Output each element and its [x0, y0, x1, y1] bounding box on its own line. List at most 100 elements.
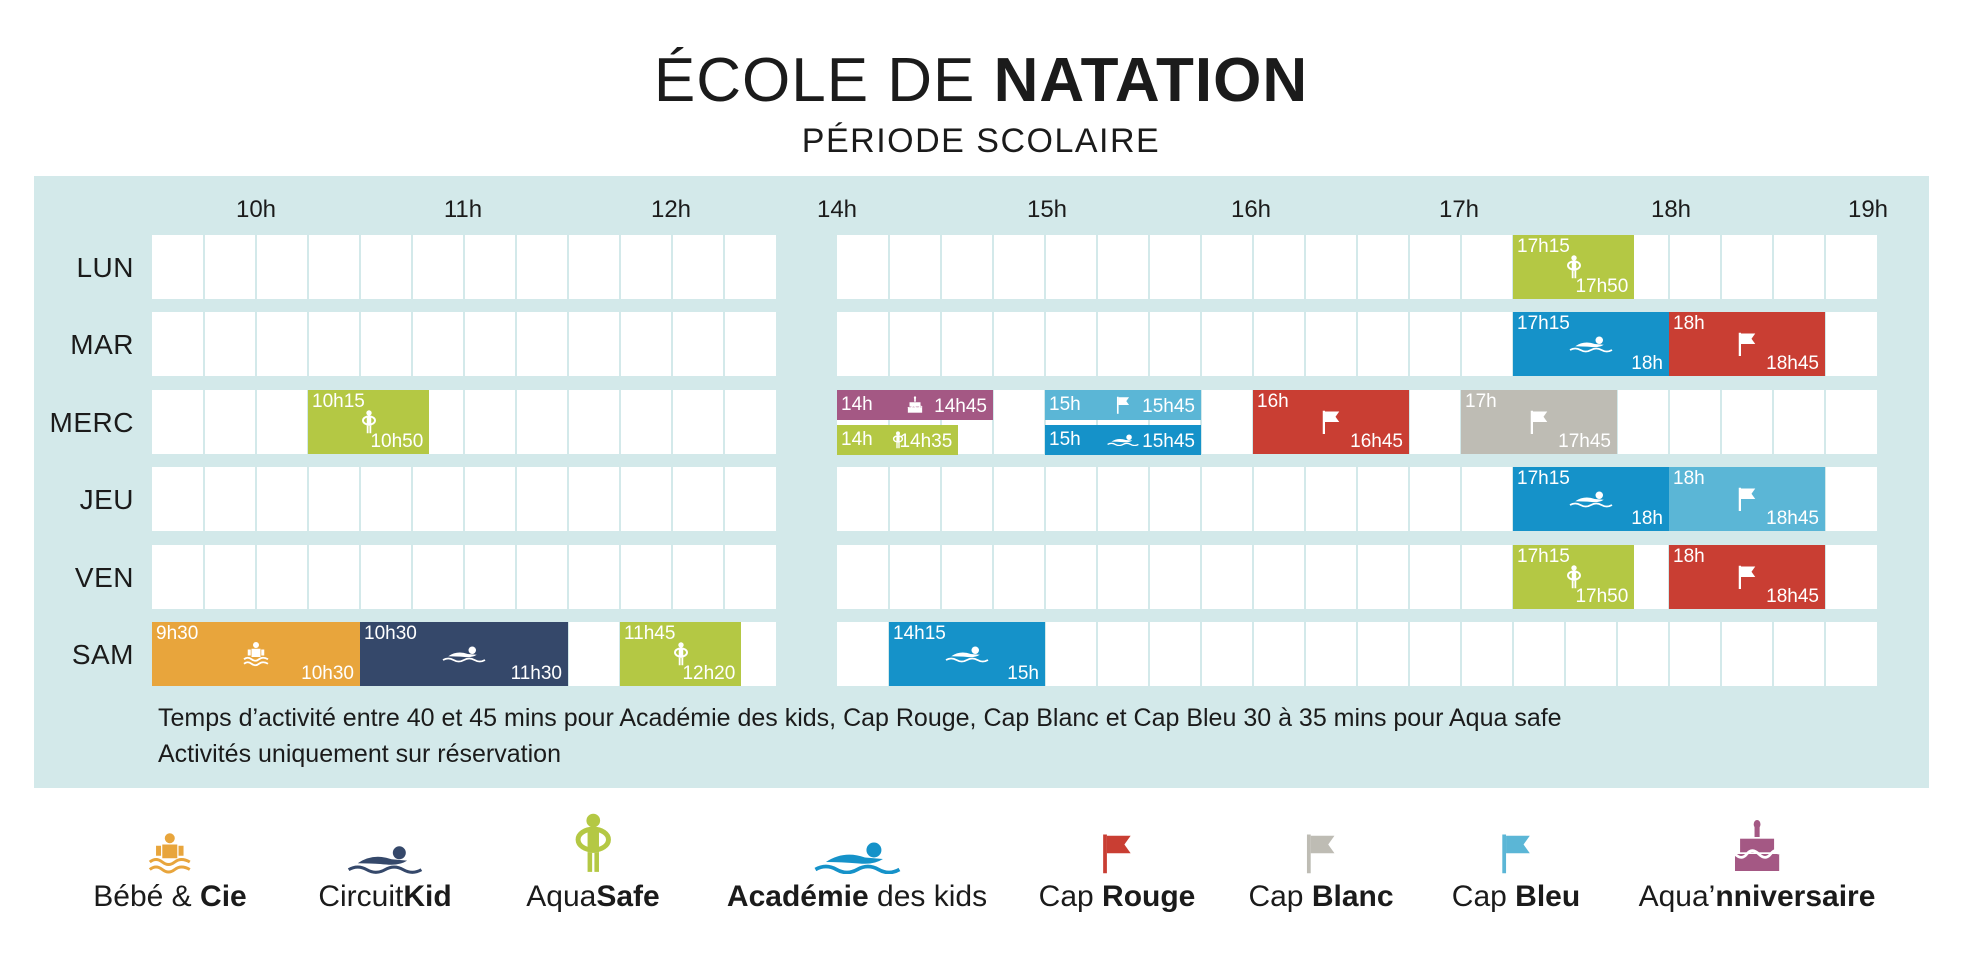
birthday-cake-icon — [1639, 800, 1876, 874]
grid-line — [1200, 312, 1202, 376]
session-block[interactable]: 17h15 17h50 — [1513, 235, 1635, 299]
grid-line — [1408, 467, 1410, 531]
red-flag-icon — [1039, 800, 1196, 874]
day-row-morning — [152, 390, 776, 454]
white-flag-icon — [1248, 800, 1393, 874]
session-start: 14h — [841, 394, 873, 415]
session-block[interactable]: 18h 18h45 — [1669, 312, 1825, 376]
grid-line — [307, 467, 309, 531]
session-end: 15h45 — [1142, 396, 1195, 417]
grid-line — [307, 545, 309, 609]
grid-line — [671, 390, 673, 454]
session-start: 18h — [1673, 468, 1705, 489]
grid-line — [1148, 312, 1150, 376]
legend-label: Cap Blanc — [1248, 880, 1394, 913]
grid-line — [255, 467, 257, 531]
grid-line — [1824, 235, 1826, 299]
legend-label: Bébé & Cie — [93, 880, 247, 913]
grid-line — [723, 312, 725, 376]
session-block[interactable]: 16h 16h45 — [1253, 390, 1409, 454]
session-block[interactable]: 10h15 10h50 — [308, 390, 430, 454]
grid-line — [1044, 235, 1046, 299]
session-block[interactable]: 15h 15h45 — [1045, 425, 1201, 455]
grid-line — [671, 467, 673, 531]
grid-line — [723, 545, 725, 609]
hour-label: 11h — [443, 196, 483, 223]
grid-line — [1096, 390, 1098, 454]
grid-line — [203, 312, 205, 376]
legend-item: CircuitKid — [318, 800, 452, 914]
session-start: 16h — [1257, 391, 1289, 412]
grid-line — [1044, 467, 1046, 531]
note-duration: Temps d’activité entre 40 et 45 mins pou… — [158, 704, 1562, 732]
grid-line — [1408, 235, 1410, 299]
grid-line — [255, 235, 257, 299]
grid-line — [1096, 545, 1098, 609]
session-start: 17h15 — [1517, 313, 1570, 334]
session-start: 17h — [1465, 391, 1497, 412]
session-end: 18h — [1631, 508, 1663, 529]
grid-line — [1408, 622, 1410, 686]
session-block[interactable]: 10h30 11h30 — [360, 622, 568, 686]
lifebuoy-child-icon — [526, 800, 659, 874]
day-label: MERC — [49, 407, 134, 438]
session-block[interactable]: 14h 14h45 — [837, 390, 993, 420]
grid-line — [940, 312, 942, 376]
grid-line — [619, 545, 621, 609]
grid-line — [1460, 467, 1462, 531]
session-block[interactable]: 17h15 18h — [1513, 467, 1669, 531]
day-label: SAM — [71, 639, 134, 670]
session-block[interactable]: 14h 14h35 — [837, 425, 959, 455]
grid-line — [723, 235, 725, 299]
session-start: 18h — [1673, 546, 1705, 567]
legend-label: Cap Rouge — [1038, 880, 1196, 913]
session-block[interactable]: 11h45 12h20 — [620, 622, 742, 686]
grid-line — [992, 467, 994, 531]
session-block[interactable]: 17h 17h45 — [1461, 390, 1617, 454]
grid-line — [567, 235, 569, 299]
grid-line — [1044, 545, 1046, 609]
grid-line — [1044, 622, 1046, 686]
grid-line — [1252, 467, 1254, 531]
session-start: 15h — [1049, 429, 1081, 450]
session-block[interactable]: 15h 15h45 — [1045, 390, 1201, 420]
day-label: LUN — [76, 252, 134, 283]
grid-line — [1200, 467, 1202, 531]
session-block[interactable]: 18h 18h45 — [1669, 467, 1825, 531]
grid-line — [1668, 622, 1670, 686]
grid-line — [1460, 312, 1462, 376]
grid-line — [1148, 235, 1150, 299]
session-block[interactable]: 18h 18h45 — [1669, 545, 1825, 609]
grid-line — [1616, 390, 1618, 454]
grid-line — [255, 545, 257, 609]
session-end: 10h30 — [301, 663, 354, 684]
grid-line — [992, 235, 994, 299]
grid-line — [1304, 467, 1306, 531]
grid-line — [307, 235, 309, 299]
session-end: 18h45 — [1766, 353, 1819, 374]
grid-line — [567, 545, 569, 609]
page-subtitle: PÉRIODE SCOLAIRE — [801, 122, 1161, 160]
grid-line — [619, 467, 621, 531]
session-block[interactable]: 9h30 10h30 — [152, 622, 360, 686]
session-end: 16h45 — [1350, 431, 1403, 452]
session-block[interactable]: 14h15 15h — [889, 622, 1045, 686]
swimmer-blue-icon — [1569, 491, 1613, 508]
hour-label: 10h — [235, 196, 277, 223]
grid-line — [1304, 235, 1306, 299]
lifebuoy-child-icon — [1566, 255, 1581, 279]
grid-line — [1772, 235, 1774, 299]
grid-line — [203, 467, 205, 531]
session-start: 10h15 — [312, 391, 365, 412]
legend-item: AquaSafe — [526, 800, 660, 914]
session-block[interactable]: 17h15 17h50 — [1513, 545, 1635, 609]
legend-item: Aqua’nniversaire — [1639, 800, 1876, 914]
swimmer-dark-icon — [442, 646, 486, 663]
hour-label: 18h — [1650, 196, 1692, 223]
grid-line — [992, 545, 994, 609]
session-block[interactable]: 17h15 18h — [1513, 312, 1669, 376]
grid-line — [1460, 622, 1462, 686]
day-row-morning — [152, 467, 776, 531]
legend-item: Cap Bleu — [1452, 800, 1580, 914]
session-end: 14h35 — [899, 431, 953, 452]
